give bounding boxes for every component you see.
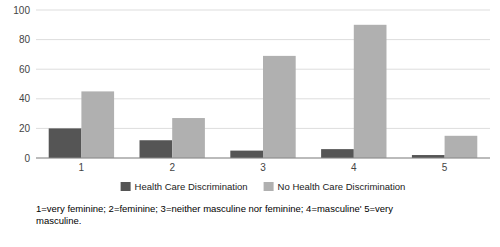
x-tick-label: 5	[442, 162, 448, 173]
y-tick-label: 60	[19, 64, 31, 75]
y-grid	[36, 10, 490, 158]
legend-label: Health Care Discrimination	[135, 181, 248, 192]
x-axis-line	[36, 158, 490, 159]
legend-swatch	[264, 182, 274, 191]
legend: Health Care Discrimination No Health Care…	[121, 181, 406, 192]
grid-line	[36, 158, 490, 159]
legend-item: No Health Care Discrimination	[264, 181, 406, 192]
bars	[49, 25, 478, 158]
chart-svg: 0 20 40 60 80 100 1 2 3 4 5 Health Care Discriminat…	[0, 0, 500, 247]
footnote: 1=very feminine; 2=feminine; 3=neither m…	[36, 203, 393, 214]
y-tick-label: 40	[19, 93, 31, 104]
bar	[321, 149, 354, 158]
bar	[172, 118, 205, 158]
legend-item: Health Care Discrimination	[121, 181, 248, 192]
y-tick-label: 80	[19, 34, 31, 45]
x-tick-label: 4	[351, 162, 357, 173]
grid-line	[36, 39, 490, 40]
footnote: masculine.	[36, 215, 81, 226]
y-tick-label: 100	[13, 5, 30, 16]
x-tick-label: 1	[79, 162, 85, 173]
y-tick-label: 0	[24, 153, 30, 164]
bar	[81, 91, 114, 158]
y-tick-label: 20	[19, 123, 31, 134]
legend-label: No Health Care Discrimination	[278, 181, 406, 192]
bar	[49, 128, 82, 158]
bar	[445, 136, 478, 158]
bar	[354, 25, 387, 158]
bar	[230, 151, 263, 158]
bar	[263, 56, 296, 158]
chart-container: 0 20 40 60 80 100 1 2 3 4 5 Health Care Discriminat…	[0, 0, 500, 247]
legend-swatch	[121, 182, 131, 191]
x-tick-label: 3	[260, 162, 266, 173]
grid-line	[36, 10, 490, 11]
x-tick-label: 2	[169, 162, 175, 173]
bar	[140, 140, 173, 158]
